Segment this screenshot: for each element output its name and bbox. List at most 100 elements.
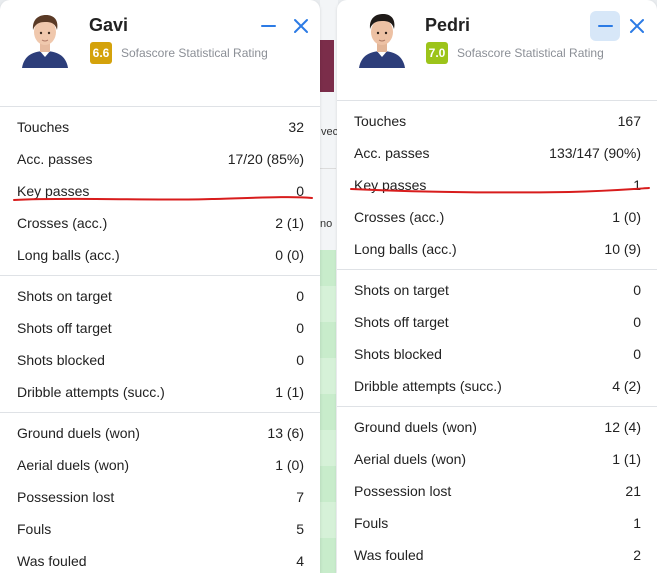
background-text: vecl xyxy=(321,126,341,138)
player-avatar-icon xyxy=(359,14,405,68)
stat-row-ground-duels: Ground duels (won) 12 (4) xyxy=(337,411,657,443)
stat-value: 0 (0) xyxy=(275,247,304,263)
stat-row-dribble-attempts: Dribble attempts (succ.) 4 (2) xyxy=(337,370,657,402)
stats-group-duels: Ground duels (won) 13 (6) Aerial duels (w… xyxy=(0,413,320,573)
stat-label: Was fouled xyxy=(17,553,87,569)
stat-value: 0 xyxy=(296,352,304,368)
minimize-button[interactable] xyxy=(253,11,283,41)
stat-value: 21 xyxy=(625,483,641,499)
stat-row-shots-on-target: Shots on target 0 xyxy=(0,280,320,312)
stat-row-long-balls: Long balls (acc.) 0 (0) xyxy=(0,239,320,271)
stat-label: Long balls (acc.) xyxy=(17,247,120,263)
divider xyxy=(0,412,320,413)
stat-row-shots-off-target: Shots off target 0 xyxy=(337,306,657,338)
player-stats-card-gavi: Gavi 6.6 Sofascore Statistical Rating To… xyxy=(0,0,320,573)
header-spacer xyxy=(0,86,320,106)
stats-group-passing: Touches 167 Acc. passes 133/147 (90%) Key … xyxy=(337,101,657,269)
stat-row-shots-blocked: Shots blocked 0 xyxy=(0,344,320,376)
stats-group-attack: Shots on target 0 Shots off target 0 Shots… xyxy=(0,276,320,412)
stat-label: Shots blocked xyxy=(17,352,105,368)
stat-value: 13 (6) xyxy=(267,425,304,441)
stat-value: 7 xyxy=(296,489,304,505)
stat-row-aerial-duels: Aerial duels (won) 1 (0) xyxy=(0,449,320,481)
stat-value: 1 xyxy=(633,177,641,193)
stat-value: 0 xyxy=(633,346,641,362)
stat-label: Key passes xyxy=(17,183,90,199)
divider xyxy=(337,406,657,407)
stat-value: 167 xyxy=(617,113,641,129)
stat-label: Touches xyxy=(354,113,407,129)
close-button[interactable] xyxy=(622,11,652,41)
stat-row-fouls: Fouls 1 xyxy=(337,507,657,539)
rating-badge: 7.0 xyxy=(426,42,448,64)
stat-label: Shots blocked xyxy=(354,346,442,362)
minimize-button[interactable] xyxy=(590,11,620,41)
stat-row-possession-lost: Possession lost 7 xyxy=(0,481,320,513)
header-spacer xyxy=(337,80,657,100)
stat-value: 133/147 (90%) xyxy=(549,145,641,161)
stat-row-ground-duels: Ground duels (won) 13 (6) xyxy=(0,417,320,449)
stat-label: Fouls xyxy=(17,521,52,537)
divider xyxy=(0,106,320,107)
divider xyxy=(337,100,657,101)
stat-label: Touches xyxy=(17,119,70,135)
player-name: Pedri xyxy=(425,15,471,35)
stat-value: 2 xyxy=(633,547,641,563)
background-separator xyxy=(320,168,336,169)
close-icon xyxy=(294,19,308,33)
rating-badge: 6.6 xyxy=(90,42,112,64)
stat-value: 17/20 (85%) xyxy=(227,151,304,167)
stat-row-crosses: Crosses (acc.) 1 (0) xyxy=(337,201,657,233)
stat-row-key-passes: Key passes 1 xyxy=(337,169,657,201)
stat-value: 0 xyxy=(633,282,641,298)
stat-value: 1 (0) xyxy=(612,209,641,225)
stats-group-attack: Shots on target 0 Shots off target 0 Shots… xyxy=(337,270,657,406)
stats-group-passing: Touches 32 Acc. passes 17/20 (85%) Key pas… xyxy=(0,107,320,275)
stat-label: Crosses (acc.) xyxy=(354,209,445,225)
stat-value: 1 (1) xyxy=(275,384,304,400)
stat-row-touches: Touches 32 xyxy=(0,111,320,143)
stat-value: 12 (4) xyxy=(604,419,641,435)
stat-value: 0 xyxy=(296,288,304,304)
stat-row-shots-on-target: Shots on target 0 xyxy=(337,274,657,306)
stat-value: 10 (9) xyxy=(604,241,641,257)
stat-label: Crosses (acc.) xyxy=(17,215,108,231)
stat-row-shots-off-target: Shots off target 0 xyxy=(0,312,320,344)
close-icon xyxy=(630,19,644,33)
stat-row-fouls: Fouls 5 xyxy=(0,513,320,545)
stats-group-duels: Ground duels (won) 12 (4) Aerial duels (w… xyxy=(337,407,657,573)
stat-row-aerial-duels: Aerial duels (won) 1 (1) xyxy=(337,443,657,475)
stat-label: Shots off target xyxy=(354,314,449,330)
stat-label: Possession lost xyxy=(17,489,115,505)
stat-row-acc-passes: Acc. passes 133/147 (90%) xyxy=(337,137,657,169)
stat-label: Key passes xyxy=(354,177,427,193)
background-pitch-strip xyxy=(320,250,336,573)
stat-row-possession-lost: Possession lost 21 xyxy=(337,475,657,507)
stat-label: Aerial duels (won) xyxy=(17,457,130,473)
stat-label: Shots on target xyxy=(17,288,112,304)
stat-value: 1 xyxy=(633,515,641,531)
stat-row-shots-blocked: Shots blocked 0 xyxy=(337,338,657,370)
stat-row-crosses: Crosses (acc.) 2 (1) xyxy=(0,207,320,239)
stat-label: Was fouled xyxy=(354,547,424,563)
player-stats-card-pedri: Pedri 7.0 Sofascore Statistical Rating T… xyxy=(337,0,657,573)
stat-value: 4 (2) xyxy=(612,378,641,394)
rating-label: Sofascore Statistical Rating xyxy=(121,46,268,60)
close-button[interactable] xyxy=(286,11,316,41)
stat-label: Dribble attempts (succ.) xyxy=(354,378,502,394)
player-avatar-icon xyxy=(22,15,68,68)
stat-label: Possession lost xyxy=(354,483,452,499)
stat-value: 4 xyxy=(296,553,304,569)
stat-row-dribble-attempts: Dribble attempts (succ.) 1 (1) xyxy=(0,376,320,408)
stat-value: 2 (1) xyxy=(275,215,304,231)
player-name: Gavi xyxy=(89,15,129,35)
divider xyxy=(337,269,657,270)
stat-row-was-fouled: Was fouled 4 xyxy=(0,545,320,573)
background-banner-mid xyxy=(320,40,334,92)
stat-value: 0 xyxy=(296,183,304,199)
stat-value: 0 xyxy=(296,320,304,336)
stat-value: 1 (1) xyxy=(612,451,641,467)
stat-label: Acc. passes xyxy=(17,151,93,167)
stat-label: Dribble attempts (succ.) xyxy=(17,384,165,400)
stat-row-was-fouled: Was fouled 2 xyxy=(337,539,657,571)
